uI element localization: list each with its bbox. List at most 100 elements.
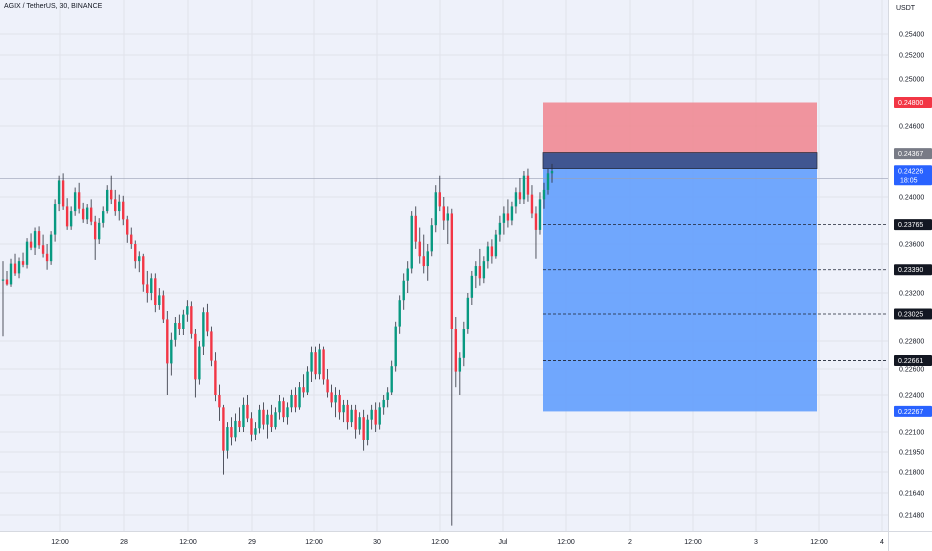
- candle-body: [222, 407, 225, 451]
- candle-body: [318, 349, 321, 375]
- candle-body: [326, 379, 329, 393]
- time-tick-label: Jul: [499, 539, 508, 546]
- candle-body: [53, 204, 57, 235]
- price-label-box: [894, 405, 932, 417]
- time-tick-label: 12:00: [684, 539, 702, 546]
- candle-body: [230, 427, 233, 438]
- price-label-box: [894, 308, 932, 320]
- candle-body: [294, 395, 297, 408]
- candle-body: [166, 319, 169, 364]
- candle-body: [77, 192, 81, 209]
- countdown-text: 18:05: [900, 177, 918, 184]
- candle-body: [81, 208, 85, 220]
- candle-body: [398, 300, 401, 327]
- price-tick-label: 0.24600: [899, 124, 924, 131]
- candle-body: [330, 392, 333, 403]
- candle-body: [134, 244, 137, 262]
- candle-body: [546, 173, 550, 190]
- candle-body: [354, 409, 357, 430]
- candle-body: [138, 256, 141, 262]
- price-axis[interactable]: 0.25400 0.25200 0.25000 0.24600 0.24000 0.236…: [888, 0, 932, 531]
- candle-body: [410, 215, 413, 269]
- candle-body: [130, 234, 133, 244]
- price-label-text: 0.23765: [898, 222, 923, 229]
- currency-label[interactable]: USDT: [896, 5, 916, 12]
- price-label-text: 0.24367: [898, 151, 923, 158]
- candle-body: [394, 326, 397, 367]
- time-tick-label: 29: [248, 539, 256, 546]
- time-tick-label: 30: [373, 539, 381, 546]
- candle-body: [494, 234, 498, 257]
- time-axis[interactable]: 12:00 28 12:00 29 12:00 30 12:00 Jul 12:00 2 12:00…: [0, 531, 888, 551]
- candle-body: [178, 323, 181, 329]
- candle-body: [358, 417, 361, 430]
- time-tick-label: 12:00: [179, 539, 197, 546]
- price-label-box: [894, 219, 932, 231]
- candle-body: [478, 266, 482, 279]
- price-label-box: [894, 148, 932, 160]
- candle-body: [206, 312, 209, 332]
- candle-body: [21, 261, 25, 265]
- candle-body: [37, 231, 41, 246]
- candle-body: [118, 201, 121, 212]
- price-label-text: 0.24800: [898, 100, 923, 107]
- candle-body: [498, 222, 502, 235]
- candle-body: [194, 333, 197, 380]
- entry-band: [542, 152, 818, 169]
- take-profit-zone: [543, 153, 817, 412]
- candle-body: [258, 409, 261, 429]
- time-tick-label: 12:00: [810, 539, 828, 546]
- candle-body: [310, 352, 313, 372]
- candle-body: [338, 395, 341, 413]
- price-label-box: [894, 97, 932, 108]
- candle-body: [5, 279, 9, 285]
- candle-body: [262, 409, 265, 425]
- candle-body: [126, 219, 129, 235]
- candle-body: [266, 414, 269, 425]
- candle-body: [458, 357, 462, 372]
- candle-body: [69, 211, 73, 227]
- candle-body: [158, 295, 161, 305]
- candle-body: [298, 387, 301, 408]
- candle-body: [286, 407, 289, 418]
- price-tick-label: 0.24000: [899, 195, 924, 202]
- plot-svg: [0, 0, 888, 531]
- candle-body: [342, 404, 345, 413]
- time-tick-label: 12:00: [305, 539, 323, 546]
- candle-body: [114, 199, 117, 212]
- candle-body: [526, 175, 530, 195]
- candle-body: [450, 213, 454, 329]
- price-tick-label: 0.25400: [899, 32, 924, 39]
- candle-body: [238, 420, 241, 428]
- candle-body: [402, 280, 405, 301]
- candle-body: [182, 314, 185, 329]
- candle-body: [198, 346, 201, 380]
- candle-body: [386, 392, 389, 400]
- candle-body: [65, 206, 69, 227]
- candle-body: [109, 189, 113, 200]
- candle-body: [1, 279, 5, 281]
- candle-body: [13, 263, 17, 274]
- candle-body: [414, 215, 417, 242]
- candle-body: [446, 213, 450, 221]
- candle-body: [314, 352, 317, 375]
- candle-body: [486, 246, 490, 262]
- candle-body: [254, 428, 257, 435]
- candle-body: [150, 278, 153, 293]
- price-label-text: 0.22661: [898, 358, 923, 365]
- candle-body: [218, 395, 221, 408]
- candle-body: [454, 329, 458, 372]
- candle-body: [430, 225, 433, 252]
- candle-body: [418, 241, 421, 257]
- price-tick-label: 0.21640: [899, 491, 924, 498]
- candle-body: [89, 207, 93, 222]
- candle-body: [514, 192, 518, 207]
- plot-area[interactable]: AGIX / TetherUS, 30, BINANCE: [0, 0, 888, 531]
- candle-body: [246, 404, 249, 419]
- chart-title[interactable]: AGIX / TetherUS, 30, BINANCE: [4, 3, 103, 10]
- candle-body: [374, 409, 377, 425]
- candle-body: [466, 297, 470, 329]
- candle-body: [362, 417, 365, 440]
- candle-body: [550, 170, 554, 174]
- candle-body: [142, 256, 145, 285]
